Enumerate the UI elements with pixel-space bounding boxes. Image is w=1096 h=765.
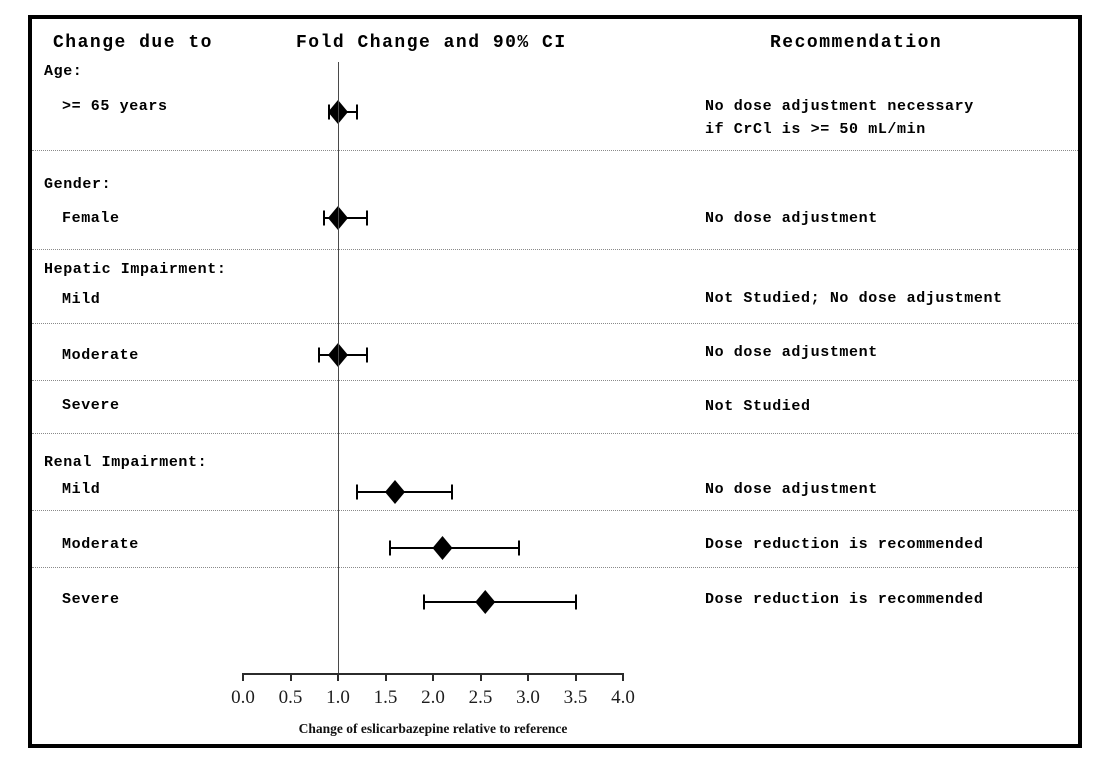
x-axis-title: Change of eslicarbazepine relative to re… [298, 721, 568, 736]
recommendation-text: Not Studied [705, 397, 811, 415]
x-axis-tick [289, 673, 292, 681]
column-header-change-due-to: Change due to [53, 33, 213, 53]
x-axis-tick-label: 0.0 [231, 687, 255, 708]
ci-cap-high [356, 104, 358, 120]
x-axis-tick [242, 673, 244, 681]
x-axis-tick [527, 673, 529, 681]
x-axis-tick-label: 3.0 [516, 687, 540, 708]
estimate-diamond-marker [385, 480, 405, 504]
ci-cap-low [356, 484, 358, 500]
x-axis-tick-label: 1.0 [326, 687, 350, 708]
x-axis-tick [574, 673, 577, 681]
x-axis-tick-label: 0.5 [278, 687, 303, 708]
recommendation-text: No dose adjustment [705, 480, 878, 498]
ci-cap-high [451, 484, 453, 500]
ci-cap-high [517, 540, 520, 556]
recommendation-text: Dose reduction is recommended [705, 535, 984, 553]
x-axis-tick [479, 673, 482, 681]
recommendation-text: No dose adjustment [705, 209, 878, 227]
row-separator [32, 567, 1078, 568]
recommendation-text: if CrCl is >= 50 mL/min [705, 120, 926, 138]
row-separator [32, 380, 1078, 381]
row-label: >= 65 years [62, 97, 168, 115]
row-label: Severe [62, 590, 120, 608]
x-axis-tick [337, 673, 339, 681]
column-header-fold-change-ci: Fold Change and 90% CI [296, 33, 567, 53]
ci-error-bar [423, 601, 576, 603]
ci-cap-high [365, 347, 368, 363]
x-axis-tick [384, 673, 387, 681]
ci-cap-high [365, 210, 368, 226]
x-axis-tick [432, 673, 434, 681]
ci-cap-low [422, 594, 425, 610]
plot-frame: Change due to Fold Change and 90% CI Rec… [28, 15, 1082, 748]
row-label: Moderate [62, 535, 139, 553]
column-header-recommendation: Recommendation [770, 33, 943, 53]
row-label: Mild [62, 290, 101, 308]
x-axis-tick-label: 3.5 [563, 687, 588, 708]
row-separator [32, 323, 1078, 324]
row-separator [32, 150, 1078, 151]
row-separator [32, 249, 1078, 250]
group-label: Gender: [44, 175, 112, 193]
row-label: Moderate [62, 346, 139, 364]
x-axis-tick-label: 4.0 [611, 687, 635, 708]
group-label: Renal Impairment: [44, 453, 208, 471]
ci-cap-high [574, 594, 577, 610]
x-axis-tick [622, 673, 624, 681]
recommendation-text: Dose reduction is recommended [705, 590, 984, 608]
row-label: Mild [62, 480, 101, 498]
ci-cap-low [389, 540, 392, 556]
group-label: Hepatic Impairment: [44, 260, 227, 278]
ci-error-bar [390, 547, 519, 549]
row-separator [32, 510, 1078, 511]
recommendation-text: Not Studied; No dose adjustment [705, 289, 1003, 307]
x-axis-tick-label: 2.0 [421, 687, 445, 708]
row-separator [32, 433, 1078, 434]
x-axis-tick-label: 1.5 [373, 687, 398, 708]
recommendation-text: No dose adjustment necessary [705, 97, 974, 115]
ci-cap-low [322, 210, 325, 226]
row-label: Severe [62, 396, 120, 414]
recommendation-text: No dose adjustment [705, 343, 878, 361]
x-axis-tick-label: 2.5 [468, 687, 493, 708]
estimate-diamond-marker [475, 590, 496, 614]
row-label: Female [62, 209, 120, 227]
estimate-diamond-marker [432, 536, 453, 560]
group-label: Age: [44, 62, 83, 80]
reference-line [338, 62, 339, 673]
ci-cap-low [318, 347, 320, 363]
